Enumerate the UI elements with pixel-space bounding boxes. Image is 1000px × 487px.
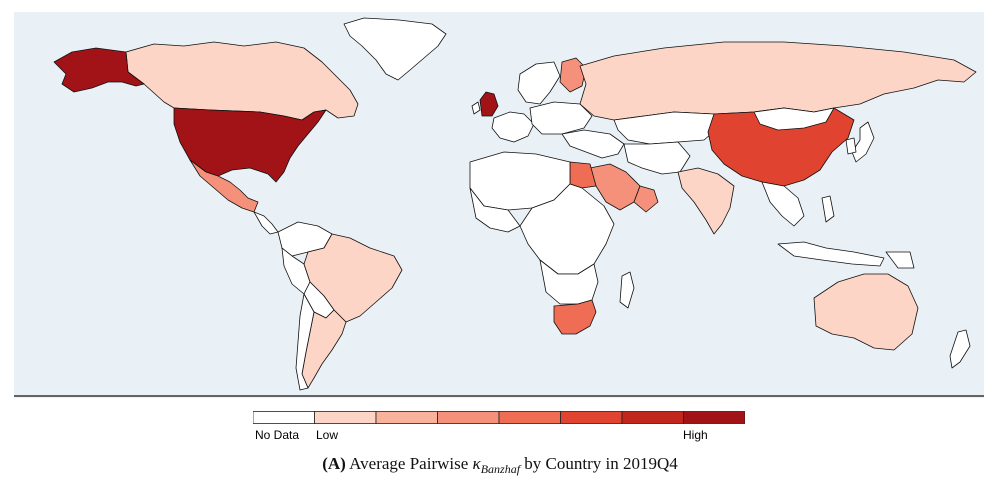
country-philippines (821, 195, 835, 223)
legend-no-data-label: No Data (255, 428, 300, 442)
caption-text-before: Average Pairwise (349, 454, 473, 473)
legend-swatch-6 (621, 411, 684, 424)
legend-low-label: Low (316, 428, 339, 442)
legend-swatch-7 (683, 411, 745, 424)
country-oman (633, 185, 659, 213)
legend-swatch-5 (560, 411, 623, 424)
country-korea (845, 137, 857, 155)
country-ireland (471, 101, 481, 115)
country-europe-west (491, 111, 535, 143)
caption-kappa: κ (472, 454, 481, 473)
country-madagascar (619, 271, 635, 309)
country-india (677, 167, 735, 235)
country-papua-new-guinea (885, 251, 915, 269)
country-chile (295, 293, 315, 391)
country-west-africa (469, 187, 521, 233)
country-finland (559, 57, 587, 93)
country-new-zealand (949, 329, 971, 369)
country-australia (813, 273, 919, 351)
caption-label: (A) (322, 454, 346, 473)
caption-text-after: by Country in 2019Q4 (520, 454, 678, 473)
country-south-africa (553, 299, 597, 335)
country-japan (851, 121, 875, 163)
color-legend (253, 411, 745, 424)
country-scandinavia (517, 61, 561, 105)
country-southeast-asia (761, 181, 805, 227)
legend-swatch-2 (375, 411, 438, 424)
world-choropleth-map (14, 12, 984, 398)
country-mexico (189, 159, 259, 213)
country-indonesia (777, 241, 885, 267)
country-europe-east (529, 101, 593, 135)
country-alaska (53, 47, 145, 93)
country-canada (125, 41, 359, 121)
country-southern-africa (539, 259, 599, 305)
legend-swatch-1 (314, 411, 377, 424)
figure-caption: (A) Average Pairwise κBanzhaf by Country… (0, 454, 1000, 478)
country-greenland (343, 17, 447, 81)
country-united-kingdom (479, 91, 499, 117)
legend-high-label: High (683, 428, 708, 442)
country-kazakhstan (613, 111, 719, 145)
legend-swatch-3 (437, 411, 500, 424)
caption-subscript: Banzhaf (480, 462, 521, 477)
legend-swatch-4 (498, 411, 561, 424)
legend-swatch-0 (253, 411, 315, 424)
country-mongolia (753, 107, 835, 131)
country-turkey-middle-east (561, 129, 625, 159)
